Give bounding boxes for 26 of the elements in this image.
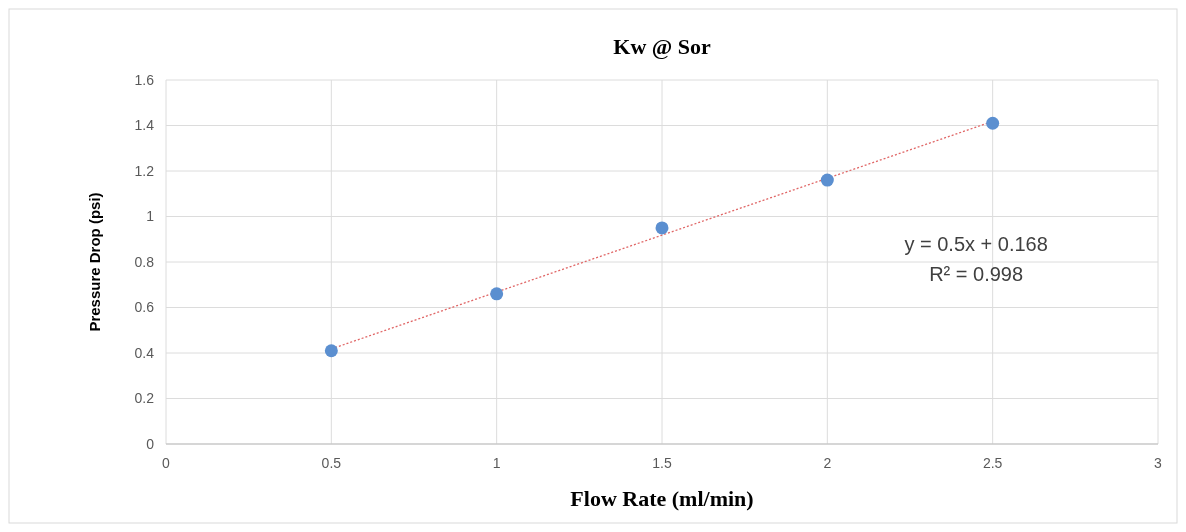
point — [655, 221, 669, 235]
y-tick-label: 0 — [146, 435, 155, 452]
x-tick-label: 2.5 — [982, 455, 1003, 471]
point — [490, 287, 504, 301]
point — [820, 173, 834, 187]
y-tick-label: 1 — [146, 208, 155, 225]
y-tick-label: 1.2 — [134, 162, 155, 179]
point — [324, 344, 338, 358]
y-tick-label: 1.4 — [134, 117, 155, 134]
x-axis-title: Flow Rate (ml/min) — [570, 486, 754, 511]
y-tick-label: 1.6 — [134, 71, 155, 88]
y-tick-label: 0.6 — [134, 299, 155, 316]
annotation: R² = 0.998 — [929, 262, 1024, 285]
y-tick-label: 0.2 — [134, 390, 155, 407]
x-tick-label: 3 — [1154, 455, 1163, 471]
y-tick-label: 0.4 — [134, 344, 155, 361]
x-tick-label: 0.5 — [321, 455, 342, 471]
y-tick-label: 0.8 — [134, 253, 155, 270]
x-tick-label: 1.5 — [652, 455, 672, 471]
x-tick-label: 2 — [823, 455, 832, 471]
y-axis-title: Pressure Drop (psi) — [86, 192, 103, 332]
x-tick-label: 1 — [492, 455, 501, 471]
chart-title: Kw @ Sor — [613, 34, 711, 59]
point — [986, 116, 1000, 130]
annotation: y = 0.5x + 0.168 — [904, 232, 1048, 255]
x-tick-label: 0 — [162, 455, 171, 471]
